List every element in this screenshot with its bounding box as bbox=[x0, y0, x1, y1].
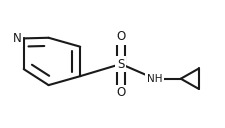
Text: NH: NH bbox=[146, 74, 162, 84]
Text: O: O bbox=[116, 30, 125, 43]
Text: S: S bbox=[117, 57, 124, 71]
Text: O: O bbox=[116, 86, 125, 99]
Text: N: N bbox=[13, 32, 21, 45]
